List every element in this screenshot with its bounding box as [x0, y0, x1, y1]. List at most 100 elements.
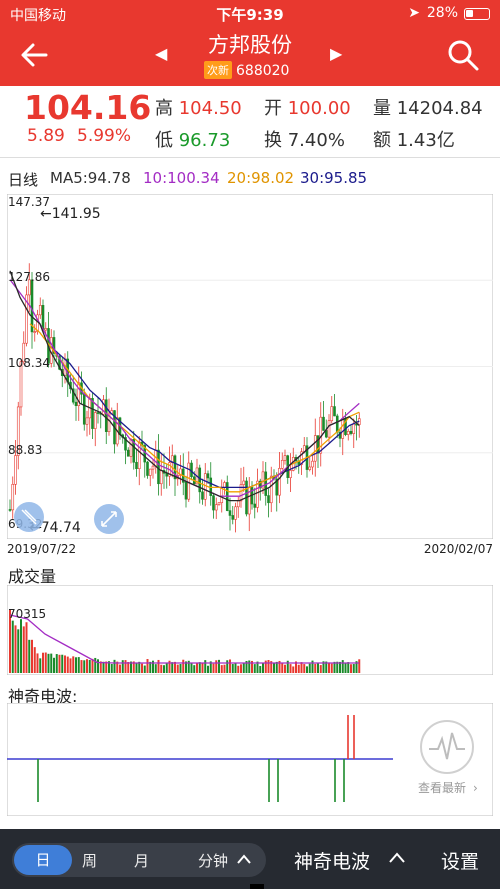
volume-bar — [58, 654, 61, 673]
volume-bar — [270, 661, 273, 673]
low-value: 96.73 — [178, 130, 231, 151]
bottom-toolbar: 日 周 月 分钟 神奇电波 设置 — [0, 829, 500, 889]
volume-bar — [300, 662, 303, 673]
volume-label: 量 — [373, 98, 391, 119]
indicator-chevron-up-icon[interactable] — [388, 851, 406, 865]
volume-bar — [350, 664, 352, 673]
back-arrow-icon[interactable] — [18, 38, 52, 72]
candle-body — [132, 439, 136, 463]
candle-body — [135, 461, 138, 470]
tab-month[interactable]: 月 — [134, 852, 150, 870]
clock: 下午9:39 — [216, 6, 284, 24]
volume-bar — [336, 661, 339, 673]
prev-stock-icon[interactable]: ◀ — [155, 44, 168, 63]
volume-bar — [328, 662, 330, 673]
latest-chevron-icon: › — [473, 781, 478, 795]
next-stock-icon[interactable]: ▶ — [330, 44, 343, 63]
volume-bar — [251, 660, 253, 673]
candle-body — [253, 503, 257, 508]
candle-body — [85, 417, 89, 425]
volume-bar — [325, 661, 328, 673]
volume-bar — [259, 666, 262, 673]
candle-body — [33, 331, 37, 333]
turnover-value: 7.40% — [287, 130, 345, 151]
stock-code: 688020 — [236, 63, 290, 79]
minute-chevron-up-icon[interactable] — [236, 853, 252, 865]
low-label: 低 — [155, 130, 173, 151]
volume-bar — [171, 662, 174, 673]
tab-week[interactable]: 周 — [82, 852, 98, 870]
volume-bar — [215, 660, 218, 673]
candle-body — [316, 435, 320, 454]
volume-bar — [124, 660, 127, 673]
candle-body — [242, 480, 246, 485]
volume-bar — [141, 663, 143, 673]
candle-body — [289, 470, 292, 478]
volume-bar — [292, 666, 295, 673]
latest-button[interactable]: 查看最新 › — [418, 720, 478, 795]
location-icon: ➤ — [408, 5, 420, 21]
volume-bar — [72, 656, 75, 673]
volume-bar — [42, 652, 44, 673]
volume-chart[interactable]: 70315 — [7, 585, 493, 675]
volume-bar — [33, 647, 36, 673]
candle-body — [330, 406, 334, 422]
tab-minute[interactable]: 分钟 — [198, 852, 229, 870]
volume-bar — [226, 660, 229, 673]
wave-chart[interactable]: 查看最新 › — [7, 703, 493, 816]
volume-bar — [86, 659, 88, 673]
wave-indicator-button[interactable]: 神奇电波 — [294, 851, 371, 873]
volume-bar — [322, 661, 325, 673]
candle-body — [184, 482, 188, 500]
open-label: 开 — [264, 98, 282, 119]
max-price-label: ←141.95 — [40, 206, 101, 222]
volume-bar — [99, 661, 102, 673]
candle-body — [38, 305, 42, 316]
ma30-value: 30:95.85 — [300, 169, 368, 187]
volume-bar — [212, 663, 215, 673]
candle-body — [148, 468, 152, 476]
candle-body — [201, 491, 204, 500]
fullscreen-icon[interactable] — [94, 504, 124, 534]
candle-body — [308, 466, 312, 470]
volume-bar — [201, 662, 204, 673]
volume-bar — [113, 659, 116, 673]
candle-body — [217, 502, 221, 505]
candle-body — [22, 342, 26, 363]
candle-body — [104, 399, 108, 432]
end-date: 2020/02/07 — [423, 542, 493, 556]
volume-bar — [341, 660, 344, 673]
volume-bar — [311, 660, 314, 673]
chart-toggle-icon[interactable] — [14, 502, 44, 532]
tab-day[interactable]: 日 — [14, 845, 72, 875]
volume-bar — [286, 660, 289, 673]
candle-body — [275, 478, 279, 496]
volume-bar — [102, 661, 105, 673]
volume-bar — [22, 626, 25, 673]
candle-body — [352, 423, 356, 434]
volume-bar — [237, 665, 240, 673]
volume-bar — [28, 639, 31, 673]
settings-button[interactable]: 设置 — [441, 851, 480, 873]
high-value: 104.50 — [178, 98, 242, 119]
y-tick-top: 147.37 — [8, 195, 50, 209]
status-bar: 中国移动 下午9:39 ➤ 28% — [0, 0, 500, 26]
candle-body — [58, 356, 61, 370]
wave-title: 神奇电波: — [8, 687, 78, 706]
volume-bar — [168, 660, 171, 673]
volume-bar — [295, 661, 297, 673]
candle-body — [335, 415, 339, 433]
volume-bar — [253, 664, 256, 673]
volume-bar — [174, 661, 176, 673]
kline-chart[interactable]: 147.37 127.86 108.34 88.83 69.32 ←141.95… — [7, 194, 493, 539]
candle-body — [8, 509, 12, 511]
candle-body — [341, 417, 345, 439]
search-icon[interactable] — [446, 38, 480, 72]
volume-bar — [53, 657, 55, 673]
open-value: 100.00 — [287, 98, 351, 119]
volume-cell: 量 14204.84 — [373, 94, 483, 120]
candle-body — [261, 471, 265, 489]
ma-legend: 日线 MA5:94.78 10:100.34 20:98.02 30:95.85 — [0, 164, 500, 192]
volume-bar — [198, 662, 201, 673]
candle-body — [124, 437, 127, 451]
